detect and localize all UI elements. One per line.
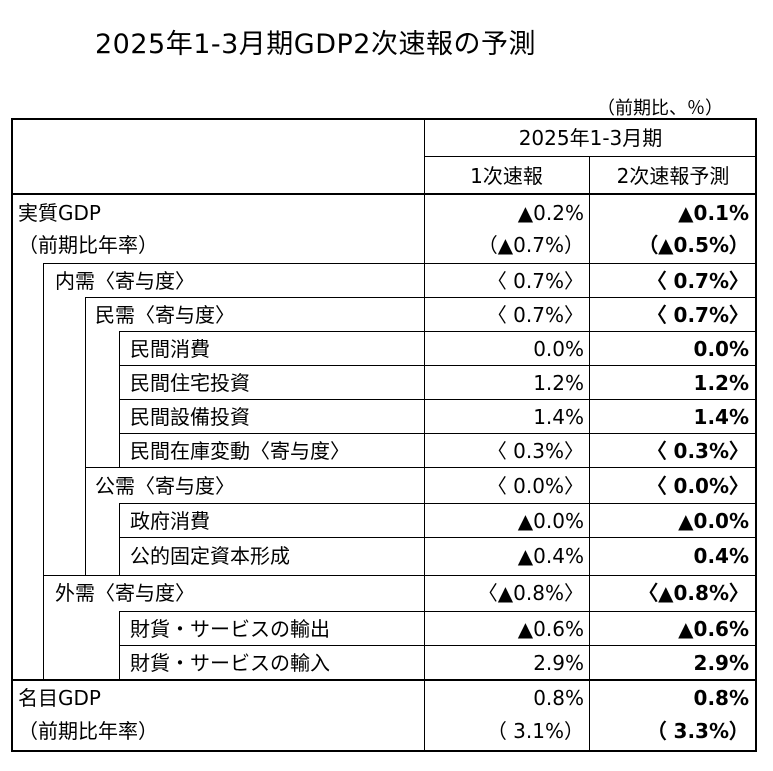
row-label: 民間設備投資 — [130, 405, 250, 429]
indent-rule — [43, 263, 44, 679]
indent-rule — [119, 503, 120, 575]
unit-note: （前期比、％） — [597, 98, 723, 119]
page-title: 2025年1-3月期GDP2次速報の予測 — [95, 29, 536, 60]
indent-rule — [119, 331, 120, 467]
row-label: 公需〈寄与度〉 — [95, 474, 235, 498]
row-rule — [43, 263, 757, 264]
value-first-estimate: （▲0.7%） — [477, 233, 584, 257]
value-second-forecast: （▲0.5%） — [638, 233, 749, 257]
row-rule — [119, 611, 757, 612]
row-label: 民需〈寄与度〉 — [95, 303, 235, 327]
value-second-forecast: 〈 0.3%〉 — [646, 439, 749, 463]
row-rule — [119, 645, 757, 646]
value-second-forecast: ▲0.6% — [678, 617, 749, 641]
row-label: 実質GDP — [18, 201, 101, 225]
value-second-forecast: 0.0% — [693, 337, 749, 361]
row-label: 財貨・サービスの輸入 — [130, 651, 330, 675]
column-rule — [424, 118, 425, 752]
row-rule — [85, 297, 757, 298]
value-second-forecast: 1.2% — [693, 371, 749, 395]
row-rule — [119, 537, 757, 538]
row-rule — [43, 575, 757, 576]
value-first-estimate: 0.0% — [533, 337, 584, 361]
row-rule — [119, 331, 757, 332]
row-label: 名目GDP — [18, 686, 101, 710]
value-second-forecast: 2.9% — [693, 651, 749, 675]
value-first-estimate: （ 3.1%） — [486, 719, 584, 743]
column-rule — [589, 156, 590, 752]
value-second-forecast: 0.4% — [693, 544, 749, 568]
row-label: （前期比年率） — [18, 719, 158, 743]
value-second-forecast: 1.4% — [693, 405, 749, 429]
row-label: 内需〈寄与度〉 — [55, 269, 195, 293]
value-first-estimate: 1.4% — [533, 405, 584, 429]
value-first-estimate: ▲0.2% — [517, 201, 584, 225]
row-label: 財貨・サービスの輸出 — [130, 617, 330, 641]
row-rule — [85, 467, 757, 468]
value-first-estimate: ▲0.0% — [517, 509, 584, 533]
row-label: 公的固定資本形成 — [130, 544, 290, 568]
value-first-estimate: 〈 0.7%〉 — [486, 303, 584, 327]
header-divider — [424, 156, 757, 157]
value-second-forecast: 〈 0.7%〉 — [646, 303, 749, 327]
header-col1: 1次速報 — [470, 164, 543, 188]
header-col2: 2次速報予測 — [616, 164, 730, 188]
row-rule — [119, 365, 757, 366]
row-label: 民間住宅投資 — [130, 371, 250, 395]
section-rule — [11, 679, 757, 681]
row-label: 民間在庫変動〈寄与度〉 — [130, 439, 350, 463]
value-second-forecast: ▲0.1% — [678, 201, 749, 225]
value-first-estimate: ▲0.6% — [517, 617, 584, 641]
row-label: （前期比年率） — [18, 233, 158, 257]
row-rule — [119, 503, 757, 504]
value-second-forecast: 〈▲0.8%〉 — [638, 581, 749, 605]
value-second-forecast: ▲0.0% — [678, 509, 749, 533]
row-label: 政府消費 — [130, 509, 210, 533]
value-first-estimate: 〈▲0.8%〉 — [477, 581, 584, 605]
indent-rule — [85, 297, 86, 575]
value-second-forecast: 0.8% — [693, 686, 749, 710]
value-first-estimate: 0.8% — [533, 686, 584, 710]
gdp-table — [11, 118, 757, 752]
value-second-forecast: （ 3.3%） — [646, 719, 749, 743]
row-label: 外需〈寄与度〉 — [55, 581, 195, 605]
value-second-forecast: 〈 0.0%〉 — [646, 474, 749, 498]
value-first-estimate: 〈 0.7%〉 — [486, 269, 584, 293]
value-first-estimate: 〈 0.3%〉 — [486, 439, 584, 463]
value-first-estimate: 〈 0.0%〉 — [486, 474, 584, 498]
header-period: 2025年1-3月期 — [518, 126, 663, 150]
indent-rule — [119, 611, 120, 679]
value-first-estimate: 2.9% — [533, 651, 584, 675]
value-first-estimate: 1.2% — [533, 371, 584, 395]
row-rule — [119, 433, 757, 434]
header-bottom-rule — [11, 193, 757, 195]
row-rule — [119, 399, 757, 400]
value-first-estimate: ▲0.4% — [517, 544, 584, 568]
value-second-forecast: 〈 0.7%〉 — [646, 269, 749, 293]
row-label: 民間消費 — [130, 337, 210, 361]
